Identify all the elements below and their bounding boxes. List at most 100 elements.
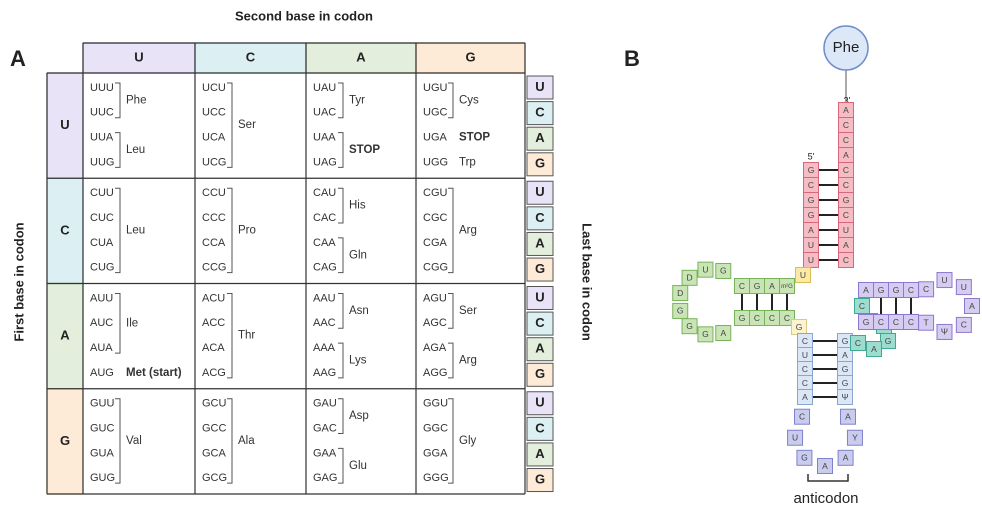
nucleotide: A xyxy=(843,150,849,160)
nucleotide: U xyxy=(802,350,808,360)
nucleotide: C xyxy=(843,120,849,130)
nucleotide: C xyxy=(843,135,849,145)
nucleotide: C xyxy=(808,180,814,190)
nucleotide: A xyxy=(769,281,775,291)
amino-acid: Thr xyxy=(238,330,255,342)
nucleotide: G xyxy=(893,285,900,295)
anticodon-label: anticodon xyxy=(793,490,858,507)
nucleotide-box xyxy=(918,281,935,298)
last-base-cell xyxy=(526,152,554,177)
amino-acid: Leu xyxy=(126,144,145,156)
nucleotide: G xyxy=(878,285,885,295)
nucleotide: A xyxy=(808,225,814,235)
row-header: C xyxy=(60,222,70,237)
last-base-cell xyxy=(526,416,554,441)
codon: GAU xyxy=(313,398,337,410)
bracket xyxy=(115,82,121,119)
amino-acid: STOP xyxy=(459,132,490,144)
nucleotide: C xyxy=(843,180,849,190)
nucleotide-box xyxy=(672,302,689,319)
codon: GCG xyxy=(202,472,227,484)
nucleotide-box xyxy=(936,272,953,289)
nucleotide: G xyxy=(754,281,761,291)
codon: AAU xyxy=(313,292,336,304)
bracket xyxy=(448,82,454,119)
last-base: U xyxy=(535,79,544,94)
last-base: G xyxy=(535,156,545,171)
nucleotide: m²G xyxy=(781,284,793,290)
nucleotide: C xyxy=(908,285,914,295)
codon: CUA xyxy=(90,237,114,249)
codon: UAU xyxy=(313,82,336,94)
nucleotide: D xyxy=(686,273,692,283)
last-base-cell xyxy=(526,362,554,387)
codon: AGC xyxy=(423,317,447,329)
nucleotide: A xyxy=(871,344,877,354)
amino-acid: Ser xyxy=(459,305,477,317)
codon: GUA xyxy=(90,447,115,459)
amino-acid: Lys xyxy=(349,355,367,367)
bracket xyxy=(227,187,233,274)
last-base-cell xyxy=(526,442,554,467)
amino-acid: Gln xyxy=(349,249,367,261)
nucleotide: G xyxy=(842,336,849,346)
codon: CCG xyxy=(202,262,226,274)
codon: UUG xyxy=(90,156,114,168)
nucleotide: C xyxy=(802,364,808,374)
bracket xyxy=(227,398,233,484)
amino-acid: Arg xyxy=(459,224,477,236)
nucleotide-box xyxy=(787,429,804,446)
nucleotide: C xyxy=(859,301,865,311)
bracket xyxy=(448,342,454,379)
codon: CCU xyxy=(202,187,226,199)
codon: CUU xyxy=(90,187,114,199)
codon: UAG xyxy=(313,156,337,168)
last-base-cell xyxy=(526,311,554,336)
nucleotide: U xyxy=(792,432,798,442)
bracket xyxy=(338,293,344,329)
nucleotide: C xyxy=(769,313,775,323)
amino-acid: Arg xyxy=(459,355,477,367)
row-header: G xyxy=(60,433,70,448)
last-base-cell xyxy=(526,337,554,362)
first-base-title: First base in codon xyxy=(11,222,26,341)
nucleotide: U xyxy=(961,282,967,292)
amino-acid: Tyr xyxy=(349,94,365,106)
bracket xyxy=(115,187,121,274)
nucleotide-box xyxy=(964,298,980,314)
bracket xyxy=(338,237,344,274)
nucleotide-box xyxy=(697,326,714,343)
nucleotide: A xyxy=(720,328,726,338)
amino-acid: His xyxy=(349,200,366,212)
nucleotide: A xyxy=(843,240,849,250)
nucleotide: A xyxy=(969,301,975,311)
row-header: A xyxy=(60,328,70,343)
nucleotide: C xyxy=(855,338,861,348)
column-header: G xyxy=(465,49,475,64)
codon: GGC xyxy=(423,422,448,434)
last-base-cell xyxy=(526,286,554,310)
last-base: U xyxy=(535,184,544,199)
amino-acid: STOP xyxy=(349,144,380,156)
amino-acid: Val xyxy=(126,435,142,447)
nucleotide: G xyxy=(843,195,850,205)
last-base: C xyxy=(535,105,545,120)
last-base: A xyxy=(535,130,545,145)
last-base: G xyxy=(535,366,545,381)
codon: UCC xyxy=(202,107,226,119)
codon: CGU xyxy=(423,187,448,199)
nucleotide: Ψ xyxy=(841,392,848,402)
codon: ACG xyxy=(202,367,226,379)
panel-label: A xyxy=(10,46,26,71)
nucleotide: U xyxy=(808,255,814,265)
codon: UGG xyxy=(423,156,448,168)
nucleotide: G xyxy=(808,165,815,175)
nucleotide: A xyxy=(863,285,869,295)
codon: AUC xyxy=(90,317,113,329)
nucleotide: G xyxy=(863,317,870,327)
nucleotide: C xyxy=(843,210,849,220)
codon: ACA xyxy=(202,342,225,354)
nucleotide: G xyxy=(842,364,849,374)
last-base-title: Last base in codon xyxy=(580,223,595,341)
